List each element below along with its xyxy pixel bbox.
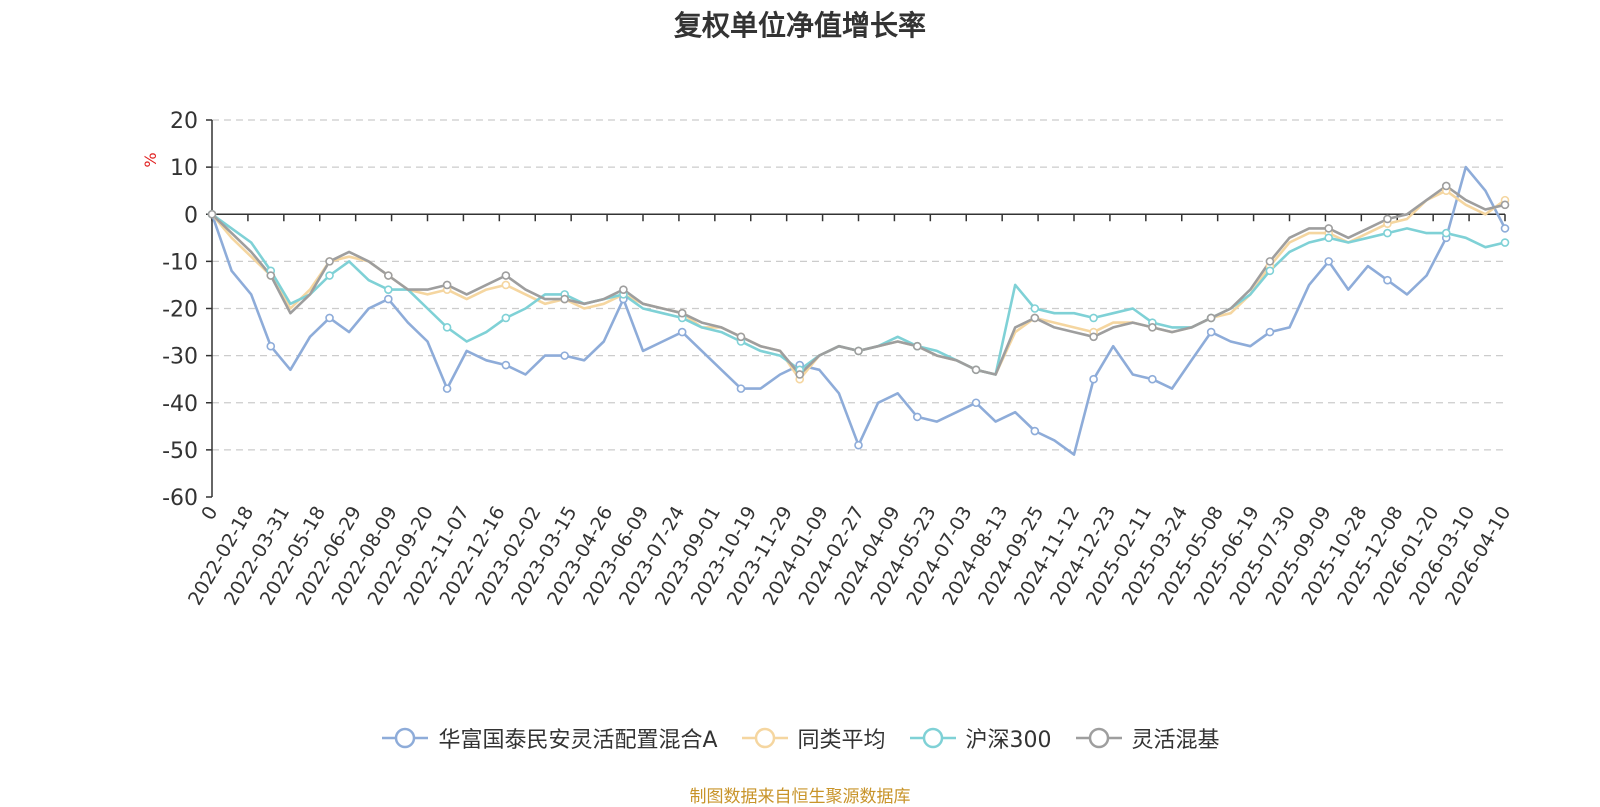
- data-point: [677, 327, 687, 337]
- data-point: [1441, 181, 1451, 191]
- legend-label: 华富国泰民安灵活配置混合A: [438, 728, 718, 753]
- data-point: [1324, 257, 1333, 266]
- legend-item-3[interactable]: 灵活混基: [1074, 722, 1220, 754]
- series-line-0: [210, 165, 1507, 456]
- x-tick-label: 0: [197, 503, 222, 524]
- data-point: [1206, 327, 1216, 337]
- data-point: [384, 294, 393, 304]
- data-point: [1324, 224, 1333, 233]
- data-point: [442, 323, 452, 332]
- data-point: [1206, 313, 1216, 323]
- data-point: [1148, 374, 1157, 384]
- legend-item-0[interactable]: 华富国泰民安灵活配置混合A: [380, 722, 718, 754]
- data-point: [971, 398, 981, 408]
- x-tick-labels: 02022-02-182022-03-312022-05-182022-06-2…: [184, 503, 1515, 610]
- data-point: [560, 294, 569, 304]
- data-point: [501, 313, 511, 323]
- data-point: [384, 285, 393, 294]
- series-lines: [210, 165, 1507, 456]
- legend-marker-icon: [382, 727, 429, 749]
- data-point: [854, 346, 863, 356]
- data-point: [1265, 257, 1275, 266]
- y-tick-label: -60: [162, 486, 198, 511]
- data-point: [1324, 233, 1333, 243]
- data-point: [384, 271, 393, 280]
- data-point: [325, 257, 334, 266]
- y-tick-label: -10: [162, 250, 198, 275]
- legend-item-2[interactable]: 沪深300: [908, 722, 1052, 754]
- y-tick-label: 0: [184, 203, 198, 228]
- y-tick-label: -20: [162, 298, 198, 323]
- data-point: [1030, 426, 1040, 436]
- y-tick-labels: 20 10 0 -10 -20 -30 -40 -50 -60: [162, 109, 198, 511]
- data-point: [736, 384, 746, 393]
- y-tick-label: -30: [162, 345, 198, 370]
- y-tick-label: -40: [162, 392, 198, 417]
- chart-title: 复权单位净值增长率: [673, 9, 926, 42]
- series-markers: [207, 181, 1510, 450]
- y-tick-label: -50: [162, 439, 198, 464]
- data-point: [912, 341, 922, 351]
- data-point: [560, 351, 569, 360]
- data-point: [325, 313, 334, 323]
- data-point: [1148, 323, 1157, 332]
- data-point: [795, 370, 805, 379]
- data-point: [266, 271, 276, 280]
- axes: [211, 120, 1506, 497]
- data-point: [619, 285, 628, 294]
- data-point: [1500, 238, 1510, 247]
- data-point: [1441, 228, 1451, 238]
- data-point: [912, 412, 922, 422]
- legend-item-1[interactable]: 同类平均: [740, 722, 886, 754]
- data-point: [677, 308, 687, 318]
- data-point: [736, 332, 746, 342]
- data-point: [207, 209, 217, 219]
- data-point: [442, 384, 452, 393]
- data-point: [1383, 214, 1392, 224]
- legend-marker-icon: [741, 727, 788, 749]
- data-point: [1089, 313, 1098, 323]
- data-point: [1383, 228, 1392, 238]
- data-point: [1030, 304, 1040, 313]
- data-point: [1265, 266, 1275, 276]
- data-point: [442, 280, 452, 290]
- data-point: [1030, 313, 1040, 323]
- data-point: [854, 440, 863, 450]
- data-point: [1383, 275, 1392, 285]
- source-note: 制图数据来自恒生聚源数据库: [689, 787, 911, 807]
- legend: 华富国泰民安灵活配置混合A 同类平均 沪深300 灵活混基: [0, 722, 1600, 754]
- legend-marker-icon: [909, 727, 956, 749]
- y-tick-label: 20: [170, 109, 198, 134]
- data-point: [1500, 224, 1510, 233]
- data-point: [501, 271, 511, 280]
- data-point: [501, 280, 511, 290]
- data-point: [266, 341, 276, 351]
- y-axis-unit-label: %: [141, 152, 160, 167]
- data-point: [1089, 374, 1098, 384]
- data-point: [1265, 327, 1275, 337]
- data-point: [1089, 332, 1098, 342]
- legend-marker-icon: [1075, 727, 1122, 749]
- legend-label: 同类平均: [797, 728, 886, 753]
- y-tick-label: 10: [170, 156, 198, 181]
- data-point: [325, 271, 334, 280]
- data-point: [971, 365, 981, 375]
- legend-label: 灵活混基: [1131, 728, 1220, 753]
- data-point: [501, 360, 511, 370]
- data-point: [1500, 200, 1510, 210]
- legend-label: 沪深300: [965, 728, 1052, 753]
